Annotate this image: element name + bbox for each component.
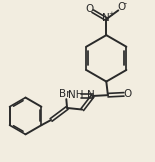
Text: O: O — [117, 2, 125, 12]
Text: N: N — [87, 90, 95, 100]
Text: +: + — [108, 11, 114, 17]
Text: -: - — [124, 0, 127, 8]
Text: O: O — [123, 89, 132, 99]
Text: Br: Br — [59, 89, 71, 99]
Text: NH: NH — [69, 90, 84, 100]
Text: O: O — [85, 4, 93, 14]
Text: N: N — [102, 13, 110, 23]
